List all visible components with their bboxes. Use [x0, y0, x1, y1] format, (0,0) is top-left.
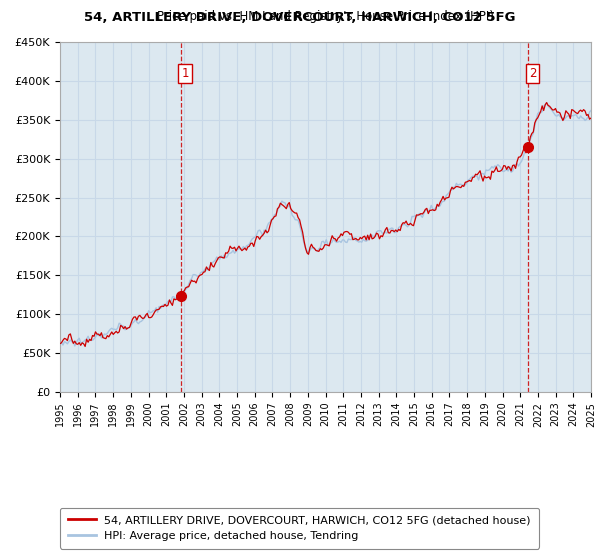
Legend: 54, ARTILLERY DRIVE, DOVERCOURT, HARWICH, CO12 5FG (detached house), HPI: Averag: 54, ARTILLERY DRIVE, DOVERCOURT, HARWICH… — [60, 507, 539, 549]
Text: 2: 2 — [529, 67, 536, 80]
Text: 54, ARTILLERY DRIVE, DOVERCOURT, HARWICH, CO12 5FG: 54, ARTILLERY DRIVE, DOVERCOURT, HARWICH… — [84, 11, 516, 24]
Title: Price paid vs. HM Land Registry's House Price Index (HPI): Price paid vs. HM Land Registry's House … — [157, 10, 494, 23]
Text: 1: 1 — [181, 67, 189, 80]
